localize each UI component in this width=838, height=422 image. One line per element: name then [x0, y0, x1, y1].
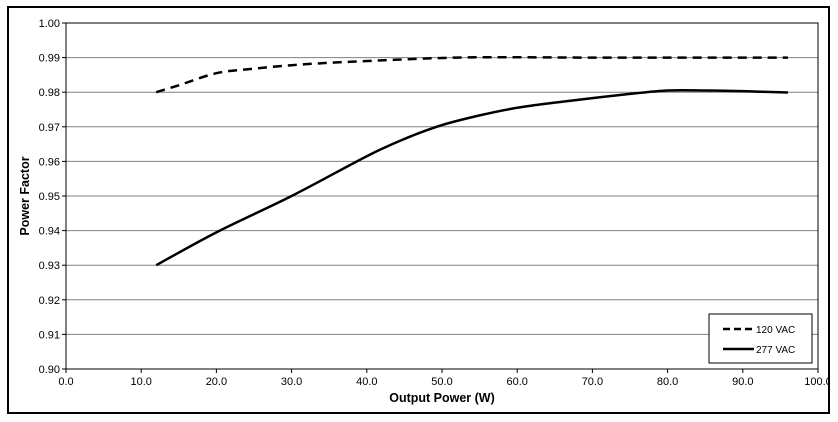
x-tick-label: 90.0	[732, 376, 753, 388]
series-lines	[155, 55, 788, 267]
series-line-120vac	[155, 55, 788, 94]
grid-lines	[66, 57, 818, 335]
legend: 120 VAC 277 VAC	[708, 313, 813, 364]
y-tick-label: 0.98	[39, 87, 60, 99]
x-tick-label: 0.0	[58, 376, 73, 388]
y-tick-label: 0.96	[39, 156, 60, 168]
chart-frame: 0.90 0.91 0.92 0.93 0.94 0.95 0.96 0.97 0.98 0.99…	[7, 6, 830, 414]
y-tick-label: 0.95	[39, 191, 60, 203]
y-tick-label: 0.92	[39, 295, 60, 307]
legend-box	[708, 313, 813, 364]
x-tick-label: 20.0	[206, 376, 227, 388]
y-tick-label: 0.93	[39, 260, 60, 272]
power-factor-chart: 0.90 0.91 0.92 0.93 0.94 0.95 0.96 0.97 0.98 0.99…	[18, 18, 828, 405]
y-tick-label: 0.94	[39, 226, 60, 238]
x-tick-label: 70.0	[582, 376, 603, 388]
y-tick-label: 1.00	[39, 18, 60, 30]
x-axis-title: Output Power (W)	[389, 391, 495, 405]
x-tick-label: 10.0	[130, 376, 151, 388]
plot-area	[65, 22, 819, 370]
y-tick-label: 0.99	[39, 53, 60, 65]
x-tick-label: 60.0	[506, 376, 527, 388]
tick-labels: 0.90 0.91 0.92 0.93 0.94 0.95 0.96 0.97 0.98 0.99…	[39, 18, 828, 388]
x-tick-label: 40.0	[356, 376, 377, 388]
y-tick-label: 0.91	[39, 329, 60, 341]
x-tick-label: 30.0	[281, 376, 302, 388]
y-axis-title: Power Factor	[18, 156, 32, 235]
x-tick-label: 50.0	[431, 376, 452, 388]
legend-label-277vac: 277 VAC	[756, 345, 795, 356]
series-line-277vac	[155, 88, 788, 267]
y-tick-label: 0.90	[39, 364, 60, 376]
x-tick-label: 80.0	[657, 376, 678, 388]
legend-label-120vac: 120 VAC	[756, 325, 795, 336]
y-tick-label: 0.97	[39, 122, 60, 134]
x-tick-label: 100.0	[804, 376, 828, 388]
